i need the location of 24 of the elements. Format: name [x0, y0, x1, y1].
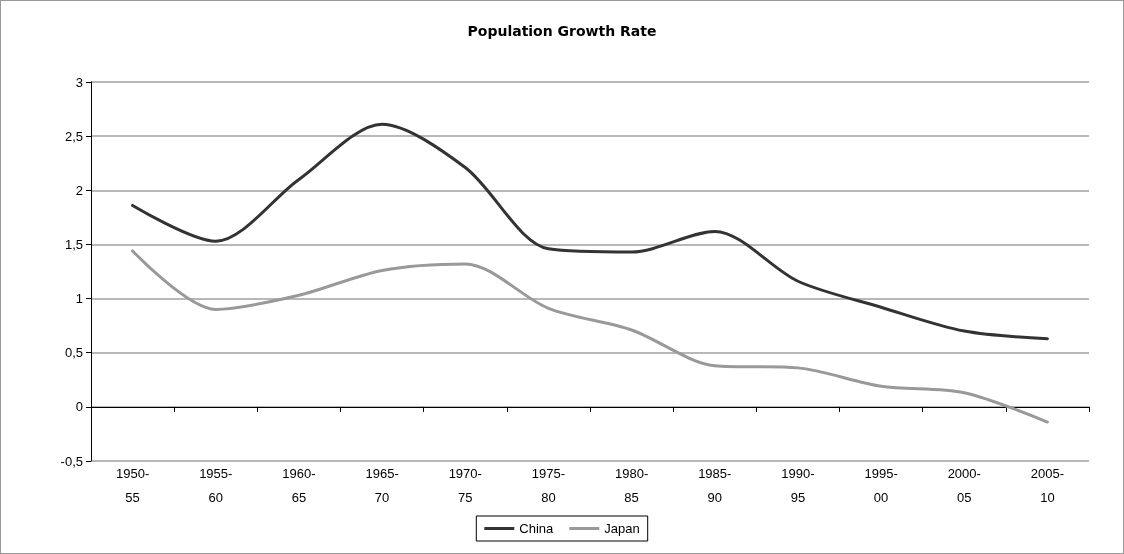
y-tick-label: 0,5 — [64, 345, 83, 361]
y-tick-label: -0,5 — [60, 453, 83, 469]
y-tick-label: 0 — [75, 399, 83, 415]
y-tick-label: 3 — [75, 74, 83, 90]
x-tick-label: 1995-00 — [864, 465, 898, 505]
legend-label: Japan — [604, 521, 640, 536]
y-tick-label: 1 — [75, 291, 83, 307]
x-tick-label: 2000-05 — [947, 465, 981, 505]
y-tick-label: 1,5 — [64, 236, 83, 252]
x-tick-label: 1970-75 — [448, 465, 482, 505]
line-series — [131, 122, 1049, 341]
x-tick-label: 2005-10 — [1030, 465, 1065, 505]
x-tick-label: 1975-80 — [531, 465, 566, 505]
x-tick-label: 1965-70 — [365, 465, 399, 505]
y-tick-label: 2,5 — [64, 128, 83, 144]
legend-label: China — [519, 521, 555, 536]
x-tick-label: 1980-85 — [614, 465, 649, 505]
x-tick-label: 1955-60 — [199, 465, 233, 505]
x-tick-label: 1990-95 — [781, 465, 815, 505]
x-tick-label: 1960-65 — [282, 465, 316, 505]
x-tick-label: 1985-90 — [698, 465, 732, 505]
chart-title: Population Growth Rate — [467, 23, 657, 39]
x-tick-label: 1950-55 — [115, 465, 150, 505]
y-tick-label: 2 — [75, 182, 83, 198]
